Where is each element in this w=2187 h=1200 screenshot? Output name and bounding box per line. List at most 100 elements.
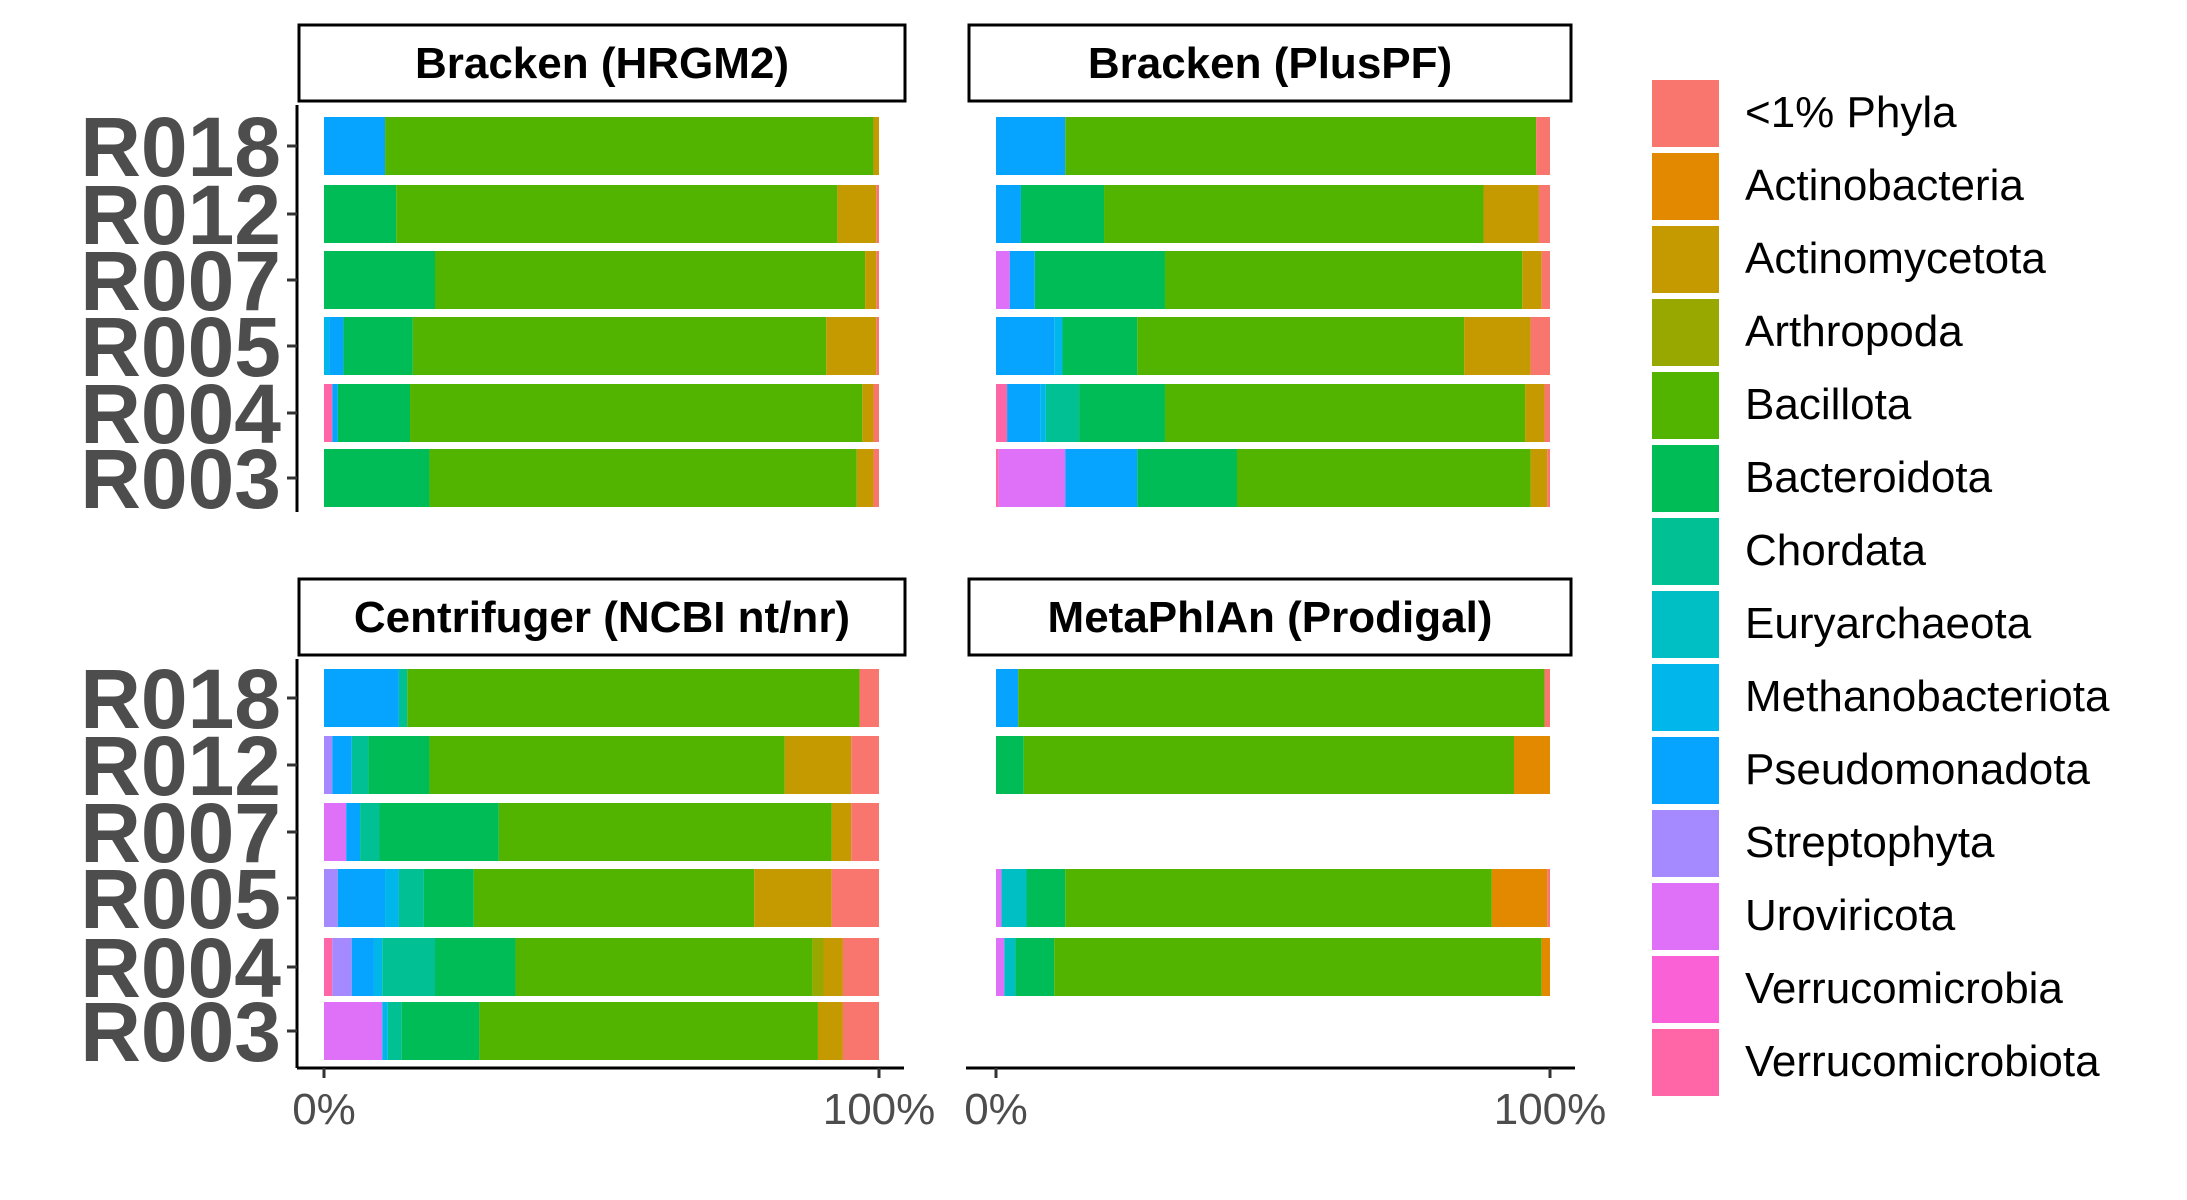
bar-segment-verrucomicrobiota [996, 449, 999, 507]
bar-segment-actinomycetota [817, 1002, 843, 1060]
bar-segment-1-phyla [842, 1002, 880, 1060]
bar-segment-1-phyla [1544, 669, 1550, 727]
bar-segment-uroviricota [998, 449, 1066, 507]
legend-item-bacillota: Bacillota [1652, 372, 1912, 439]
bar-segment-bacillota [429, 449, 857, 507]
bar-segment-1-phyla [842, 938, 880, 996]
bar-r005 [324, 317, 879, 375]
bar-r012 [996, 736, 1550, 794]
bar-segment-streptophyta [324, 869, 338, 927]
bar-segment-bacteroidota [1015, 938, 1055, 996]
bar-segment-bacillota [1236, 449, 1531, 507]
bar-segment-euryarchaeota [1001, 869, 1027, 927]
x-tick-label: 0% [964, 1085, 1028, 1134]
bar-segment-bacillota [1065, 117, 1537, 175]
bar-segment-bacillota [385, 117, 874, 175]
bar-r003 [996, 449, 1550, 507]
bar-segment-methanobacteriota [1054, 317, 1063, 375]
sample-label-r007: R007 [80, 234, 281, 328]
legend-label: Uroviricota [1745, 891, 1956, 940]
bar-segment-chordata [398, 669, 408, 727]
legend-item-chordata: Chordata [1652, 518, 1927, 585]
sample-label-r005: R005 [80, 300, 281, 394]
bar-segment-1-phyla [1530, 317, 1550, 375]
bar-segment-bacillota [407, 669, 860, 727]
sample-label-r018: R018 [80, 100, 281, 194]
bar-segment-pseudomonadota [996, 669, 1019, 727]
legend-label: <1% Phyla [1745, 88, 1957, 137]
bar-segment-bacteroidota [401, 1002, 480, 1060]
sample-label-r004: R004 [80, 367, 281, 461]
bar-segment-actinomycetota [865, 251, 877, 309]
facet-strip [967, 23, 1573, 103]
bar-segment-1-phyla [873, 449, 879, 507]
sample-label-r003: R003 [80, 432, 281, 526]
bar-segment-bacillota [1104, 185, 1484, 243]
x-tick-label: 0% [292, 1085, 356, 1134]
bar-segment-streptophyta [324, 736, 333, 794]
bar-segment-actinomycetota [873, 117, 879, 175]
bar-segment-1-phyla [1538, 185, 1550, 243]
x-tick-label: 100% [823, 1085, 936, 1134]
bar-r004 [996, 938, 1550, 996]
x-tick-label: 100% [1494, 1085, 1607, 1134]
legend-item-verrucomicrobiota: Verrucomicrobiota [1652, 1029, 2100, 1096]
legend-swatch [1652, 445, 1719, 512]
bar-segment-bacillota [435, 251, 866, 309]
sample-label-r005: R005 [80, 852, 281, 946]
bar-r007 [996, 251, 1550, 309]
bar-r012 [324, 185, 879, 243]
bar-segment-bacillota [1023, 736, 1514, 794]
bar-segment-actinomycetota [1530, 449, 1548, 507]
legend-swatch [1652, 810, 1719, 877]
bar-segment-bacteroidota [324, 449, 430, 507]
bar-r012 [324, 736, 879, 794]
bar-segment-bacillota [515, 938, 813, 996]
bar-segment-bacillota [473, 869, 755, 927]
facet-title: Centrifuger (NCBI nt/nr) [354, 593, 850, 642]
sample-label-r004: R004 [80, 921, 281, 1015]
legend-item-uroviricota: Uroviricota [1652, 883, 1956, 950]
bar-r018 [996, 117, 1550, 175]
bar-segment-actinomycetota [831, 803, 852, 861]
sample-label-r018: R018 [80, 652, 281, 746]
legend-label: Arthropoda [1745, 307, 1963, 356]
bar-r005 [996, 869, 1550, 927]
bar-segment-pseudomonadota [332, 384, 338, 442]
bar-r018 [324, 117, 879, 175]
bar-segment-bacillota [1164, 384, 1526, 442]
legend-swatch [1652, 372, 1719, 439]
bar-segment-bacteroidota [435, 938, 516, 996]
bar-segment-bacillota [429, 736, 785, 794]
bar-segment-uroviricota [324, 803, 347, 861]
bar-segment-bacteroidota [343, 317, 413, 375]
bar-segment-1-phyla [876, 185, 879, 243]
bar-segment-bacteroidota [1034, 251, 1165, 309]
bar-segment-1-phyla [851, 736, 879, 794]
legend-swatch [1652, 664, 1719, 731]
bar-segment-actinobacteria [1491, 869, 1548, 927]
bar-r018 [324, 669, 879, 727]
bar-segment-methanobacteriota [1040, 384, 1046, 442]
bar-r005 [996, 317, 1550, 375]
bar-segment-1-phyla [1536, 117, 1550, 175]
bar-r004 [996, 384, 1550, 442]
bar-segment-verrucomicrobiota [324, 938, 333, 996]
bar-segment-uroviricota [996, 869, 1002, 927]
bar-segment-bacteroidota [1062, 317, 1138, 375]
bar-segment-chordata [387, 1002, 402, 1060]
bar-segment-1-phyla [876, 317, 879, 375]
bar-segment-methanobacteriota [324, 317, 330, 375]
legend-item-bacteroidota: Bacteroidota [1652, 445, 1993, 512]
bar-segment-pseudomonadota [324, 117, 386, 175]
bar-segment-actinomycetota [1525, 384, 1545, 442]
facet-strip [967, 577, 1573, 657]
legend-swatch [1652, 80, 1719, 147]
legend-item-euryarchaeota: Euryarchaeota [1652, 591, 2032, 658]
legend-swatch [1652, 1029, 1719, 1096]
bar-segment-verrucomicrobiota [996, 384, 1008, 442]
legend-swatch [1652, 883, 1719, 950]
bar-segment-bacteroidota [1026, 869, 1066, 927]
bar-r005 [324, 869, 880, 927]
